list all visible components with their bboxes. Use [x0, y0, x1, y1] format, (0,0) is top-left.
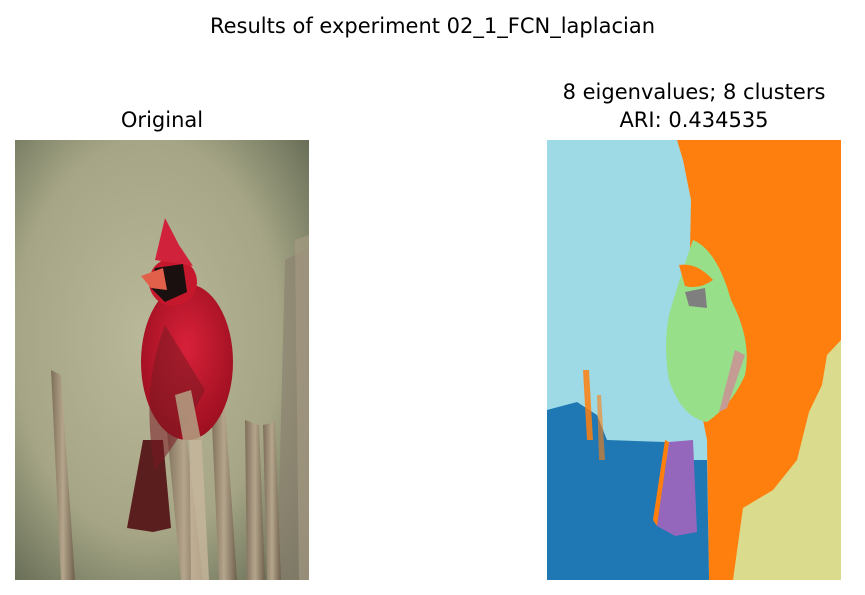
original-panel-title: Original: [120, 108, 204, 132]
segmentation-title-line1: 8 eigenvalues; 8 clusters: [562, 80, 826, 104]
cluster-map: [547, 140, 841, 580]
original-image: [15, 140, 309, 580]
segmentation-image: [547, 140, 841, 580]
cardinal-photo: [15, 140, 309, 580]
segmentation-panel-title: 8 eigenvalues; 8 clusters ARI: 0.434535: [494, 78, 865, 134]
segmentation-title-line2: ARI: 0.434535: [619, 108, 769, 132]
figure-title: Results of experiment 02_1_FCN_laplacian: [209, 14, 656, 38]
